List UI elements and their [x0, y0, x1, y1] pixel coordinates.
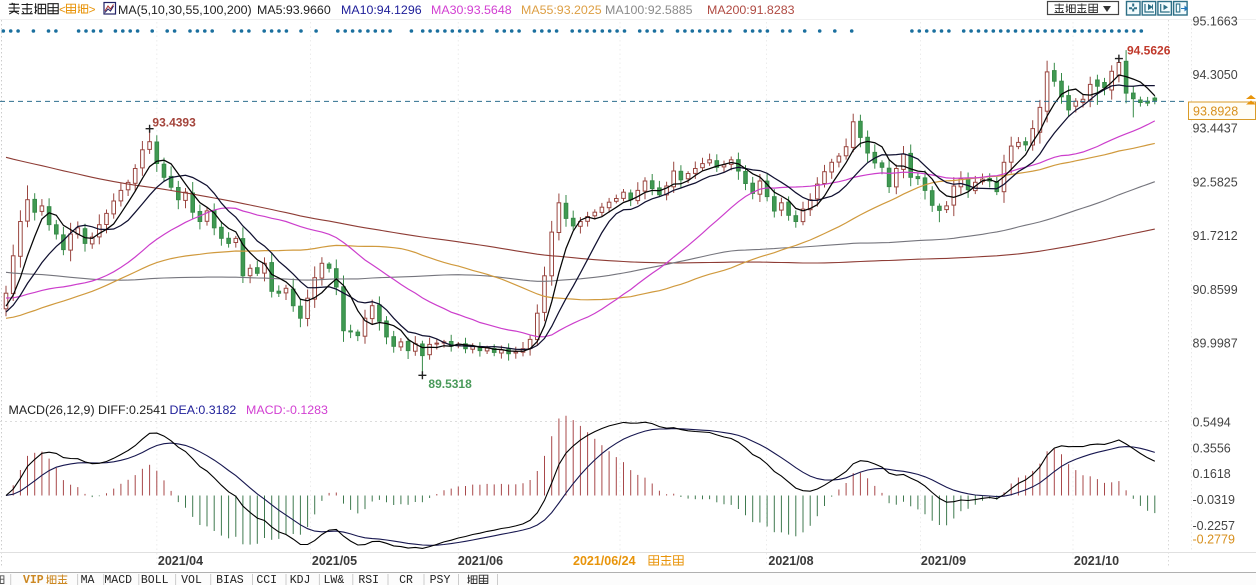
- svg-text:93.8928: 93.8928: [1193, 105, 1238, 119]
- svg-text:2021/09: 2021/09: [921, 554, 966, 568]
- svg-text:91.7212: 91.7212: [1193, 229, 1238, 243]
- svg-text:MA100:92.5885: MA100:92.5885: [605, 3, 693, 17]
- svg-text:94.5626: 94.5626: [1127, 44, 1171, 58]
- svg-text:MA5:93.9660: MA5:93.9660: [257, 3, 331, 17]
- svg-text:2021/05: 2021/05: [312, 554, 357, 568]
- svg-text:90.8599: 90.8599: [1193, 283, 1238, 297]
- svg-text:BOLL: BOLL: [141, 574, 169, 585]
- svg-text:RSI: RSI: [358, 574, 379, 585]
- svg-text:2021/06/24: 2021/06/24: [573, 554, 636, 568]
- svg-text:0.1618: 0.1618: [1193, 467, 1231, 481]
- svg-text:92.5825: 92.5825: [1193, 175, 1238, 189]
- svg-text:MACD:-0.1283: MACD:-0.1283: [246, 403, 328, 417]
- svg-text:MACD(26,12,9): MACD(26,12,9): [9, 403, 95, 417]
- svg-text:2021/10: 2021/10: [1074, 554, 1119, 568]
- svg-text:MA(5,10,30,55,100,200): MA(5,10,30,55,100,200): [118, 3, 252, 17]
- svg-text:2021/04: 2021/04: [158, 554, 203, 568]
- svg-text:BIAS: BIAS: [216, 574, 244, 585]
- svg-text:95.1663: 95.1663: [1193, 14, 1238, 28]
- svg-text:MACD: MACD: [104, 574, 132, 585]
- svg-text:93.4393: 93.4393: [152, 115, 196, 129]
- svg-text:MA30:93.5648: MA30:93.5648: [431, 3, 512, 17]
- svg-text:CCI: CCI: [256, 574, 277, 585]
- svg-text:MA55:93.2025: MA55:93.2025: [521, 3, 602, 17]
- svg-text:DIFF:0.2541: DIFF:0.2541: [98, 403, 167, 417]
- svg-text:CR: CR: [399, 574, 413, 585]
- svg-text:PSY: PSY: [430, 574, 451, 585]
- svg-text:-0.2257: -0.2257: [1193, 519, 1235, 533]
- svg-text:0.5494: 0.5494: [1193, 415, 1231, 429]
- svg-text:KDJ: KDJ: [290, 574, 311, 585]
- svg-text:-0.0319: -0.0319: [1193, 493, 1235, 507]
- svg-text:2021/08: 2021/08: [768, 554, 813, 568]
- svg-text:93.4437: 93.4437: [1193, 122, 1238, 136]
- svg-text:94.3050: 94.3050: [1193, 68, 1238, 82]
- svg-text:VIP: VIP: [23, 574, 44, 585]
- svg-text:LW&: LW&: [324, 574, 345, 585]
- svg-text:-0.2779: -0.2779: [1193, 533, 1235, 547]
- svg-text:89.5318: 89.5318: [428, 377, 472, 391]
- svg-text:VOL: VOL: [181, 574, 202, 585]
- svg-text:0.3556: 0.3556: [1193, 441, 1231, 455]
- svg-text:MA: MA: [81, 574, 95, 585]
- svg-text:2021/06: 2021/06: [458, 554, 503, 568]
- svg-text:>: >: [89, 3, 96, 17]
- svg-text:MA200:91.8283: MA200:91.8283: [707, 3, 795, 17]
- svg-text:DEA:0.3182: DEA:0.3182: [170, 403, 237, 417]
- svg-text:<: <: [59, 3, 66, 17]
- svg-text:MA10:94.1296: MA10:94.1296: [341, 3, 422, 17]
- svg-text:89.9987: 89.9987: [1193, 337, 1238, 351]
